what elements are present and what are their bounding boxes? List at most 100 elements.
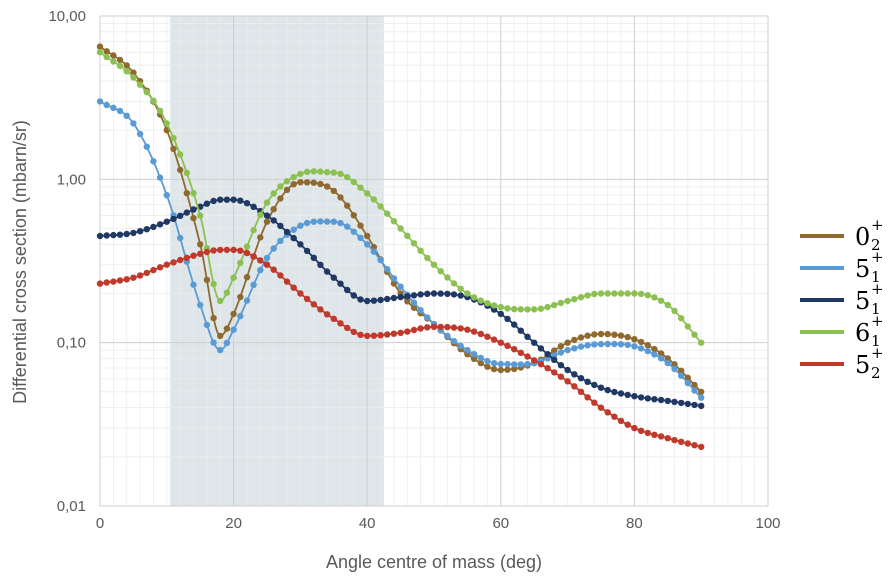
- data-point: [163, 218, 170, 225]
- data-point: [197, 212, 204, 219]
- legend-label: 5: [855, 351, 870, 379]
- data-point: [177, 151, 184, 158]
- legend-item: 5 +2: [800, 344, 884, 382]
- data-point: [424, 324, 431, 331]
- data-point: [611, 413, 618, 420]
- data-point: [484, 333, 491, 340]
- data-point: [163, 120, 170, 127]
- data-point: [477, 354, 484, 362]
- data-point: [103, 279, 110, 286]
- data-point: [210, 197, 217, 205]
- data-point: [177, 166, 184, 174]
- data-point: [651, 351, 658, 358]
- data-point: [511, 361, 518, 368]
- data-point: [644, 395, 651, 402]
- data-point: [511, 305, 518, 313]
- data-point: [203, 200, 211, 207]
- data-point: [263, 261, 271, 268]
- data-point: [691, 401, 698, 409]
- data-point: [678, 399, 685, 407]
- data-point: [531, 306, 538, 313]
- data-point: [390, 218, 398, 225]
- data-point: [390, 280, 398, 287]
- data-point: [597, 404, 605, 411]
- data-point: [103, 101, 110, 109]
- data-point: [190, 252, 197, 259]
- data-point: [404, 298, 411, 305]
- data-point: [624, 341, 631, 349]
- data-point: [110, 231, 117, 239]
- data-point: [644, 429, 651, 437]
- data-point: [323, 169, 331, 176]
- data-point: [344, 286, 351, 294]
- data-point: [504, 342, 511, 349]
- data-point: [684, 400, 691, 408]
- data-point: [444, 332, 451, 340]
- data-point: [678, 372, 685, 379]
- data-point: [270, 217, 277, 224]
- data-point: [584, 292, 591, 299]
- data-point: [123, 230, 130, 238]
- data-point: [123, 276, 130, 283]
- data-point: [344, 202, 351, 209]
- data-point: [397, 293, 404, 301]
- data-point: [410, 326, 418, 334]
- data-point: [577, 294, 585, 301]
- data-point: [283, 178, 291, 185]
- data-point: [644, 342, 651, 349]
- data-point: [664, 355, 671, 362]
- data-point: [664, 301, 671, 309]
- data-point: [611, 290, 618, 297]
- data-point: [230, 196, 237, 203]
- data-point: [116, 277, 124, 284]
- data-point: [631, 336, 638, 343]
- data-point: [250, 226, 257, 234]
- data-point: [517, 327, 524, 334]
- data-point: [537, 345, 545, 352]
- data-point: [597, 340, 605, 348]
- y-tick-label: 0,01: [57, 498, 86, 515]
- legend-label: 0: [855, 223, 870, 251]
- data-point: [223, 289, 231, 296]
- data-point: [698, 394, 705, 401]
- data-point: [524, 333, 531, 340]
- data-point: [404, 293, 411, 300]
- x-tick-label: 60: [492, 515, 509, 532]
- data-point: [96, 43, 104, 50]
- data-point: [490, 336, 498, 343]
- data-point: [698, 339, 705, 346]
- legend-item: 5 +1: [800, 280, 884, 318]
- data-point: [190, 190, 197, 197]
- data-point: [243, 243, 251, 250]
- data-point: [557, 299, 565, 307]
- data-point: [323, 311, 331, 318]
- data-point: [537, 361, 545, 368]
- data-point: [150, 223, 157, 231]
- data-point: [290, 226, 297, 233]
- data-point: [297, 170, 304, 178]
- data-point: [604, 409, 611, 416]
- data-point: [384, 210, 391, 217]
- data-point: [290, 181, 297, 188]
- data-point: [150, 97, 157, 104]
- data-point: [557, 349, 565, 356]
- data-point: [437, 290, 444, 297]
- data-point: [283, 228, 291, 236]
- data-point: [210, 247, 217, 254]
- data-point: [644, 292, 651, 299]
- legend-subscript: 2: [871, 364, 881, 382]
- data-point: [230, 326, 237, 333]
- data-point: [250, 253, 257, 260]
- data-point: [504, 315, 511, 323]
- data-point: [297, 179, 304, 186]
- data-point: [637, 338, 645, 346]
- data-point: [504, 305, 511, 312]
- data-point: [631, 424, 638, 432]
- data-point: [457, 342, 464, 350]
- data-point: [303, 168, 311, 175]
- legend: 0 +25 +15 +16 +15 +2: [800, 216, 884, 382]
- legend-superscript: +: [871, 280, 884, 298]
- data-point: [323, 268, 331, 275]
- data-point: [470, 328, 478, 335]
- x-tick-label: 100: [755, 515, 780, 532]
